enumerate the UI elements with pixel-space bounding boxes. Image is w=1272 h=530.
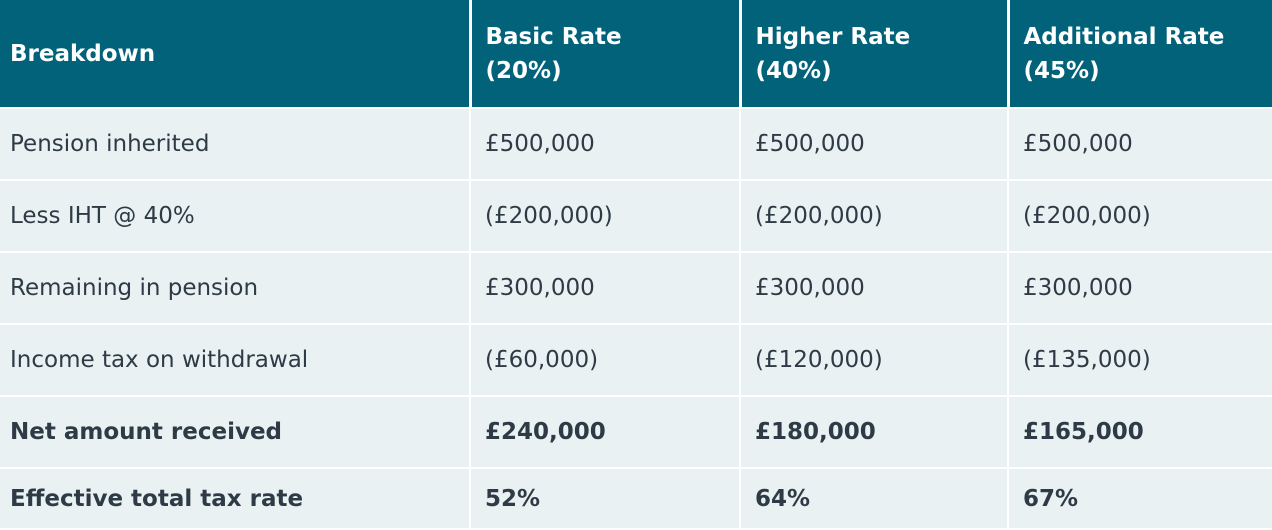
value-cell: (£120,000) (739, 323, 1008, 396)
value-cell: £500,000 (469, 107, 740, 180)
header-line: (20%) (485, 57, 562, 84)
table-row: Effective total tax rate 52% 64% 67% (0, 467, 1272, 528)
value-cell: 64% (739, 467, 1008, 528)
header-cell: Additional Rate (45%) (1006, 0, 1272, 108)
value-cell: 67% (1007, 467, 1272, 528)
header-cell: Breakdown (0, 0, 470, 108)
table-row: Net amount received £240,000 £180,000 £165,… (0, 395, 1272, 468)
header-line: (40%) (755, 57, 832, 84)
value-cell: £500,000 (1007, 107, 1272, 180)
table-row: Pension inherited £500,000 £500,000 £500,00… (0, 107, 1272, 180)
table-row: Income tax on withdrawal (£60,000) (£120,0… (0, 323, 1272, 396)
value-cell: 52% (469, 467, 740, 528)
label-cell: Effective total tax rate (0, 467, 470, 528)
label-cell: Less IHT @ 40% (0, 179, 470, 252)
value-cell: (£60,000) (469, 323, 740, 396)
header-cell: Basic Rate (20%) (468, 0, 740, 108)
value-cell: £300,000 (1007, 251, 1272, 324)
label-cell: Income tax on withdrawal (0, 323, 470, 396)
table-row: Remaining in pension £300,000 £300,000 £300… (0, 251, 1272, 324)
value-cell: £300,000 (469, 251, 740, 324)
table-body: Pension inherited £500,000 £500,000 £500,00… (0, 107, 1272, 528)
header-cell: Higher Rate (40%) (738, 0, 1008, 108)
value-cell: £300,000 (739, 251, 1008, 324)
value-cell: £500,000 (739, 107, 1008, 180)
label-cell: Remaining in pension (0, 251, 470, 324)
value-cell: £180,000 (739, 395, 1008, 468)
value-cell: (£200,000) (739, 179, 1008, 252)
header-line: (45%) (1023, 57, 1100, 84)
header-line: Higher Rate (755, 23, 911, 50)
table-row: Less IHT @ 40% (£200,000) (£200,000) (£200,… (0, 179, 1272, 252)
label-cell: Pension inherited (0, 107, 470, 180)
value-cell: £165,000 (1007, 395, 1272, 468)
header-line: Additional Rate (1023, 23, 1225, 50)
value-cell: (£135,000) (1007, 323, 1272, 396)
value-cell: (£200,000) (1007, 179, 1272, 252)
label-cell: Net amount received (0, 395, 470, 468)
value-cell: £240,000 (469, 395, 740, 468)
value-cell: (£200,000) (469, 179, 740, 252)
header-line: Basic Rate (485, 23, 622, 50)
header-row: Breakdown Basic Rate (20%) Higher Rate (40%)… (0, 0, 1272, 108)
